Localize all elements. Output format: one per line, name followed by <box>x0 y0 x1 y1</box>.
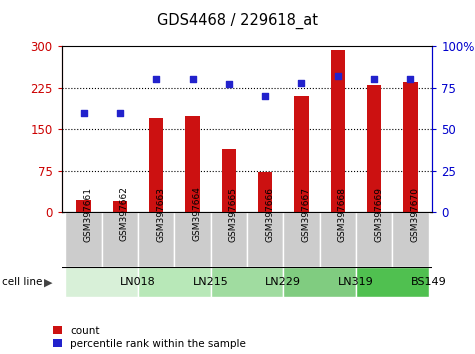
Point <box>80 110 87 115</box>
Text: GSM397661: GSM397661 <box>84 187 93 241</box>
Text: GSM397663: GSM397663 <box>156 187 165 241</box>
Bar <box>66 267 138 297</box>
Bar <box>403 82 418 212</box>
Point <box>116 110 124 115</box>
Bar <box>283 212 320 267</box>
Bar <box>331 51 345 212</box>
Point <box>298 80 305 85</box>
Text: GSM397668: GSM397668 <box>338 187 347 241</box>
Bar <box>356 212 392 267</box>
Text: GSM397662: GSM397662 <box>120 187 129 241</box>
Text: ▶: ▶ <box>44 277 52 287</box>
Bar <box>356 267 428 297</box>
Bar <box>113 201 127 212</box>
Point <box>152 76 160 82</box>
Bar <box>392 212 428 267</box>
Bar <box>258 172 273 212</box>
Bar <box>66 212 102 267</box>
Bar <box>138 267 211 297</box>
Bar <box>221 149 236 212</box>
Bar <box>211 267 283 297</box>
Point <box>370 76 378 82</box>
Text: GSM397670: GSM397670 <box>410 187 419 241</box>
Text: LN215: LN215 <box>193 277 228 287</box>
Bar <box>76 200 91 212</box>
Bar <box>185 116 200 212</box>
Bar <box>174 212 211 267</box>
Text: GSM397666: GSM397666 <box>265 187 274 241</box>
Text: BS149: BS149 <box>411 277 446 287</box>
Legend: count, percentile rank within the sample: count, percentile rank within the sample <box>53 326 247 349</box>
Bar <box>149 118 163 212</box>
Text: GSM397669: GSM397669 <box>374 187 383 241</box>
Point <box>225 81 233 87</box>
Point <box>261 93 269 99</box>
Text: GSM397665: GSM397665 <box>229 187 238 241</box>
Bar <box>138 212 174 267</box>
Text: LN229: LN229 <box>266 277 301 287</box>
Text: GDS4468 / 229618_at: GDS4468 / 229618_at <box>157 12 318 29</box>
Bar <box>211 212 247 267</box>
Bar <box>367 85 381 212</box>
Text: GSM397664: GSM397664 <box>192 187 201 241</box>
Bar <box>294 96 309 212</box>
Bar <box>283 267 356 297</box>
Bar <box>247 212 283 267</box>
Bar <box>102 212 138 267</box>
Text: GSM397667: GSM397667 <box>302 187 311 241</box>
Text: LN319: LN319 <box>338 277 374 287</box>
Text: cell line: cell line <box>2 277 43 287</box>
Point <box>334 73 342 79</box>
Point <box>407 76 414 82</box>
Bar <box>320 212 356 267</box>
Text: LN018: LN018 <box>120 277 156 287</box>
Point <box>189 76 196 82</box>
